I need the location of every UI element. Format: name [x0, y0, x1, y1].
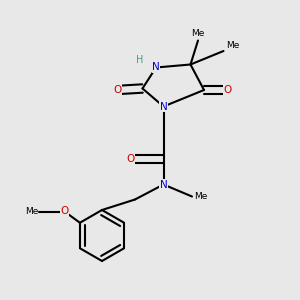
- Text: O: O: [126, 154, 135, 164]
- Text: N: N: [160, 101, 167, 112]
- Text: Me: Me: [194, 192, 208, 201]
- Text: N: N: [160, 179, 167, 190]
- Text: Me: Me: [191, 28, 205, 38]
- Text: O: O: [60, 206, 69, 217]
- Text: O: O: [113, 85, 121, 95]
- Text: N: N: [152, 62, 160, 73]
- Text: Me: Me: [226, 40, 239, 50]
- Text: Me: Me: [25, 207, 38, 216]
- Text: O: O: [224, 85, 232, 95]
- Text: H: H: [136, 55, 143, 65]
